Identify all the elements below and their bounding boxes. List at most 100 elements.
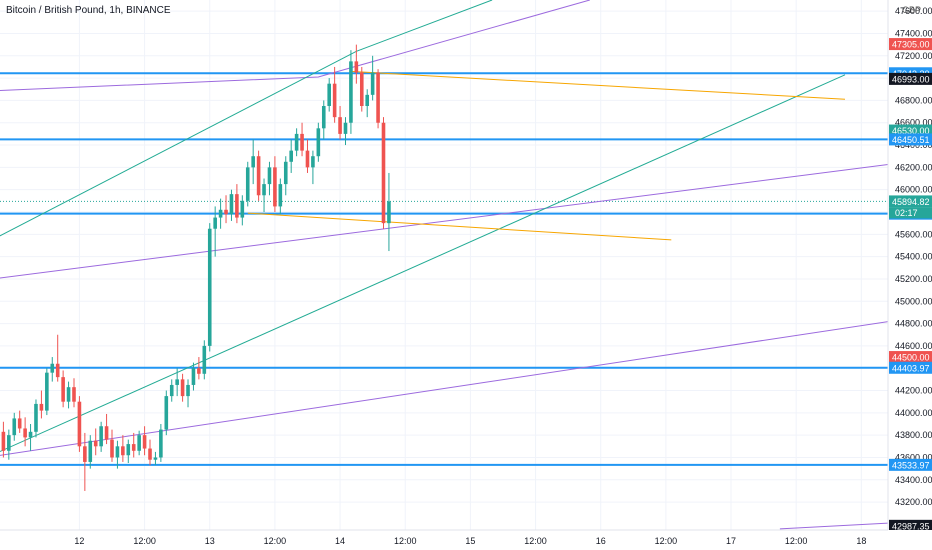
candle	[104, 413, 109, 445]
price-badge-bg	[889, 38, 932, 51]
candle-body	[376, 72, 380, 123]
price-tick-label: 47600.00	[895, 6, 932, 16]
candle	[300, 122, 304, 157]
candle	[359, 66, 364, 112]
price-badge-bg	[889, 361, 932, 374]
candle-body	[197, 368, 201, 374]
candle-body	[99, 426, 103, 447]
candle-body	[251, 156, 255, 168]
horizontal-levels	[0, 72, 888, 466]
candle	[137, 430, 141, 456]
symbol-title: Bitcoin / British Pound, 1h, BINANCE	[6, 5, 171, 16]
price-badge: 42987.35	[889, 519, 932, 532]
candle	[387, 172, 391, 252]
time-tick-label: 15	[465, 536, 475, 546]
candle	[12, 412, 17, 441]
candle	[197, 357, 201, 380]
time-tick-label: 14	[335, 536, 345, 546]
candle-body	[262, 184, 266, 196]
time-tick-label: 12:00	[264, 536, 287, 546]
price-tick-label: 47200.00	[895, 51, 932, 61]
candle-body	[104, 426, 109, 440]
candle	[88, 435, 93, 469]
candle	[354, 44, 359, 84]
candle-body	[213, 217, 217, 229]
candle-body	[354, 61, 359, 73]
candle-body	[359, 72, 364, 106]
price-tick-label: 45200.00	[895, 274, 932, 284]
countdown-label: 02:17	[895, 208, 918, 218]
candle-body	[311, 156, 315, 168]
price-tick-label: 44200.00	[895, 386, 932, 396]
candle-body	[164, 396, 169, 430]
candle	[83, 432, 87, 491]
candle	[169, 379, 174, 402]
price-tick-label: 46800.00	[895, 95, 932, 105]
candle-body	[39, 403, 44, 411]
price-badge-label: 43533.97	[892, 460, 930, 470]
candle-body	[137, 435, 141, 451]
price-badge: 47305.00	[889, 38, 932, 51]
price-badge: 46530.00	[889, 124, 932, 137]
price-badge-bg	[889, 133, 932, 146]
time-tick-label: 12:00	[394, 536, 417, 546]
price-tick-label: 44800.00	[895, 319, 932, 329]
time-tick-label: 18	[856, 536, 866, 546]
candle	[235, 184, 239, 224]
price-axis[interactable]: 43200.00 43400.00 43600.00 43800.00 44000.00…	[887, 0, 932, 550]
candle-body	[316, 128, 321, 157]
price-badge-bg	[889, 519, 932, 532]
candle	[99, 421, 103, 452]
candle	[376, 69, 380, 129]
candle-body	[240, 200, 245, 218]
candle	[311, 150, 315, 185]
candle-body	[148, 448, 152, 460]
candle-body	[142, 435, 147, 449]
candle	[34, 399, 38, 438]
candle-body	[235, 194, 239, 218]
candle-body	[12, 418, 17, 436]
candle	[61, 370, 65, 408]
price-tick-label: 43400.00	[895, 475, 932, 485]
candle-body	[159, 429, 163, 458]
candle-body	[88, 440, 93, 462]
price-badge-label: 46450.51	[892, 135, 930, 145]
candle	[191, 362, 196, 391]
candle-body	[256, 156, 261, 196]
candle	[115, 440, 120, 469]
candle-body	[55, 363, 60, 378]
candle	[126, 439, 131, 464]
candle	[289, 139, 293, 173]
candle-body	[77, 401, 82, 447]
countdown-badge-bg	[889, 207, 932, 219]
price-badges: 47305.0047043.3046993.0046530.0046450.51…	[889, 38, 932, 532]
price-badge-bg	[889, 458, 932, 471]
candle-body	[321, 106, 326, 129]
candle-body	[93, 440, 98, 447]
candle-body	[28, 431, 33, 438]
candle-body	[110, 439, 114, 458]
candle	[316, 122, 321, 162]
candle	[256, 150, 261, 201]
time-axis[interactable]: 12 12:00 13 12:00 14 12:00 15 12:00 16 12:00 17 12:…	[0, 529, 932, 550]
price-badge: 45894.82	[889, 195, 932, 208]
candle	[262, 178, 266, 212]
candle	[240, 195, 245, 226]
candle-body	[289, 150, 293, 162]
trend-line	[247, 212, 672, 241]
price-badge: 44500.00	[889, 351, 932, 364]
candle-body	[300, 133, 304, 151]
candle	[164, 390, 169, 436]
candle-body	[218, 209, 223, 218]
trend-line	[0, 0, 590, 91]
candle	[23, 417, 27, 447]
candle	[332, 66, 337, 123]
candle	[72, 378, 76, 408]
candle	[55, 334, 60, 382]
price-badge: 46450.51	[889, 133, 932, 146]
candle-body	[327, 83, 331, 106]
currency-label: GBP	[902, 5, 922, 15]
candle	[39, 390, 44, 419]
candlestick-series	[1, 44, 391, 491]
